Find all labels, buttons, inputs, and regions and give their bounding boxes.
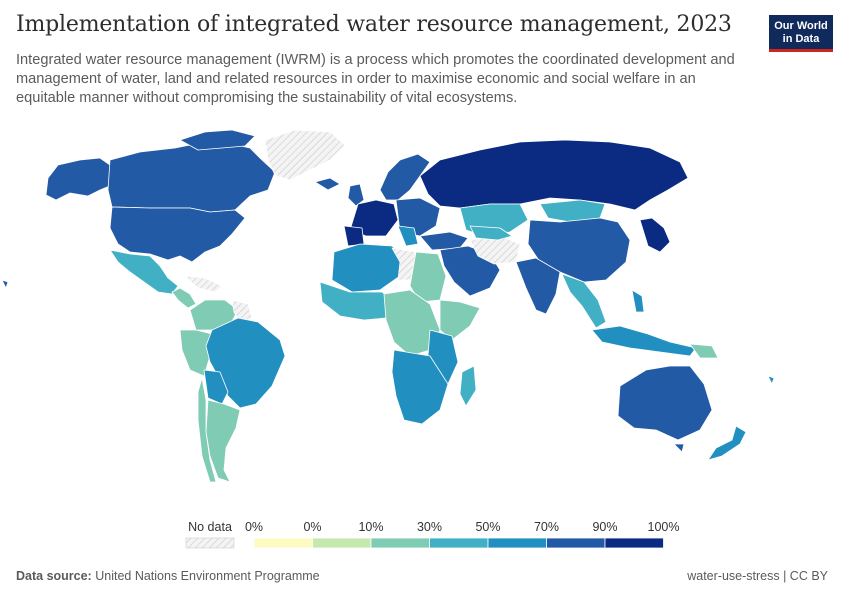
legend-tick-label-last: 100%: [648, 520, 680, 534]
region-balkans[interactable]: [397, 225, 419, 247]
region-north-africa[interactable]: [331, 243, 405, 293]
legend-bins: 0% 0% 10% 30% 50% 70% 90% 100%: [245, 520, 680, 549]
region-caribbean[interactable]: [184, 275, 223, 293]
legend-tick-label-5: 70%: [534, 520, 559, 534]
legend-swatch-4[interactable]: [487, 537, 547, 549]
legend-swatch-2[interactable]: [370, 537, 430, 549]
footer-source-value[interactable]: United Nations Environment Programme: [95, 569, 320, 583]
region-russia[interactable]: [419, 139, 689, 211]
region-turkey-caucasus[interactable]: [419, 231, 469, 251]
region-canada[interactable]: [107, 139, 276, 213]
region-libya[interactable]: [391, 247, 417, 281]
world-map: [1, 129, 775, 483]
region-bolivia-paraguay[interactable]: [203, 369, 229, 405]
region-chile[interactable]: [197, 377, 217, 483]
legend-swatch-0[interactable]: [253, 537, 313, 549]
legend-no-data-swatch: [185, 537, 235, 549]
chart-title: Implementation of integrated water resou…: [16, 12, 732, 37]
region-central-asia[interactable]: [469, 225, 513, 241]
footer-source-label: Data source:: [16, 569, 92, 583]
region-mexico[interactable]: [109, 249, 179, 295]
legend-no-data-label: No data: [188, 520, 232, 534]
legend-tick-label-2: 10%: [358, 520, 383, 534]
region-alaska[interactable]: [45, 157, 113, 201]
region-new-zealand[interactable]: [707, 425, 747, 461]
region-central-america[interactable]: [171, 287, 197, 309]
logo-line-2: in Data: [782, 32, 820, 45]
legend-swatch-6[interactable]: [604, 537, 664, 549]
region-usa[interactable]: [109, 206, 246, 263]
region-korea-japan[interactable]: [639, 217, 671, 253]
region-indonesia[interactable]: [591, 325, 697, 357]
region-pacific-islands[interactable]: [767, 375, 775, 385]
region-tasmania[interactable]: [673, 443, 685, 453]
legend-tick-label-3: 30%: [417, 520, 442, 534]
region-philippines[interactable]: [631, 289, 645, 313]
footer-source: Data source: United Nations Environment …: [16, 569, 320, 583]
region-southeast-asia[interactable]: [561, 273, 607, 329]
chart-subtitle: Integrated water resource management (IW…: [16, 52, 735, 106]
legend-swatch-3[interactable]: [429, 537, 489, 549]
region-horn-of-africa[interactable]: [439, 299, 481, 341]
legend-swatch-1[interactable]: [312, 537, 372, 549]
legend-tick-label-4: 50%: [475, 520, 500, 534]
region-scandinavia[interactable]: [379, 153, 431, 201]
legend-swatch-5[interactable]: [546, 537, 606, 549]
region-papua[interactable]: [689, 343, 719, 359]
legend: No data 0% 0% 10% 30% 50% 70% 90% 100%: [185, 520, 680, 549]
region-iceland[interactable]: [314, 177, 341, 191]
legend-tick-label-1: 0%: [303, 520, 321, 534]
legend-tick-label-0: 0%: [245, 520, 263, 534]
owid-logo[interactable]: Our World in Data: [769, 15, 833, 52]
footer-license[interactable]: water-use-stress | CC BY: [687, 569, 828, 583]
region-hawaii[interactable]: [1, 279, 9, 289]
legend-tick-label-6: 90%: [592, 520, 617, 534]
region-southern-africa[interactable]: [391, 349, 449, 425]
region-uk-ireland[interactable]: [347, 183, 365, 207]
region-iberia[interactable]: [343, 225, 365, 247]
region-greenland[interactable]: [264, 129, 346, 181]
region-colombia-venezuela[interactable]: [189, 299, 239, 331]
region-peru-ecuador[interactable]: [179, 329, 213, 377]
region-australia[interactable]: [617, 365, 713, 441]
logo-line-1: Our World: [774, 20, 828, 32]
region-madagascar[interactable]: [459, 365, 477, 407]
region-india[interactable]: [515, 257, 561, 315]
region-canada-arctic-islands[interactable]: [179, 129, 256, 151]
